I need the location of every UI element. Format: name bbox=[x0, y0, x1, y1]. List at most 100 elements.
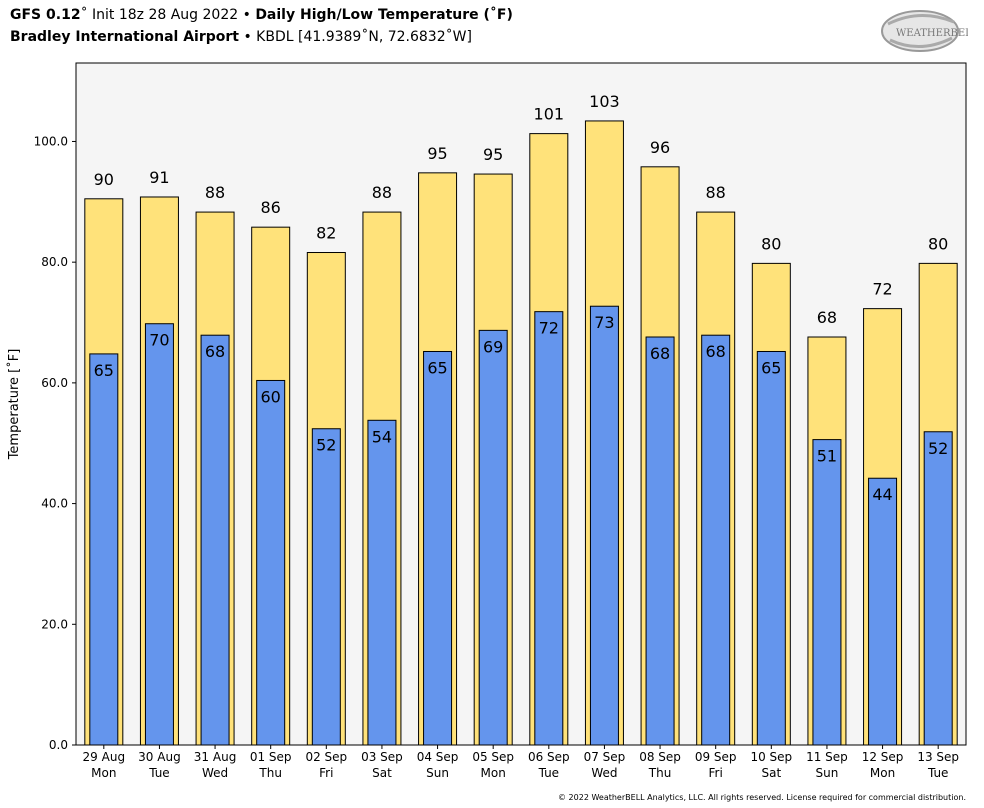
low-value-label: 51 bbox=[817, 447, 837, 466]
bar-low bbox=[423, 350, 453, 746]
low-value-label: 52 bbox=[928, 439, 948, 458]
y-tick-label: 20.0 bbox=[41, 617, 68, 631]
x-tick-day: Tue bbox=[927, 766, 949, 780]
low-value-label: 72 bbox=[539, 319, 559, 338]
low-value-label: 69 bbox=[483, 337, 503, 356]
y-tick-label: 0.0 bbox=[49, 738, 68, 752]
high-value-label: 82 bbox=[316, 224, 336, 243]
x-tick-date: 07 Sep bbox=[584, 750, 626, 764]
high-value-label: 91 bbox=[149, 168, 169, 187]
chart-header: GFS 0.12˚ Init 18z 28 Aug 2022 • Daily H… bbox=[10, 4, 513, 48]
high-value-label: 80 bbox=[928, 234, 948, 253]
high-value-label: 96 bbox=[650, 138, 670, 157]
x-tick-day: Thu bbox=[648, 766, 672, 780]
low-value-label: 70 bbox=[149, 331, 169, 350]
x-tick-date: 02 Sep bbox=[305, 750, 347, 764]
bar-low bbox=[923, 431, 953, 746]
model-degree: ˚ bbox=[80, 7, 88, 23]
x-tick-date: 29 Aug bbox=[83, 750, 126, 764]
low-value-label: 52 bbox=[316, 436, 336, 455]
high-value-label: 101 bbox=[534, 105, 565, 124]
bar-low bbox=[478, 329, 508, 746]
low-value-label: 54 bbox=[372, 427, 392, 446]
x-tick-day: Fri bbox=[319, 766, 333, 780]
bar-low bbox=[589, 305, 619, 746]
separator: • bbox=[239, 29, 257, 45]
x-tick-day: Tue bbox=[148, 766, 170, 780]
bar-low bbox=[367, 419, 397, 746]
bar-low bbox=[144, 323, 174, 746]
high-value-label: 88 bbox=[205, 183, 225, 202]
chart-title: Daily High/Low Temperature (˚F) bbox=[255, 7, 513, 23]
station-name: Bradley International Airport bbox=[10, 29, 239, 45]
bar-low bbox=[756, 350, 786, 746]
x-tick-date: 09 Sep bbox=[695, 750, 737, 764]
x-tick-day: Sat bbox=[761, 766, 781, 780]
station-info: KBDL [41.9389˚N, 72.6832˚W] bbox=[256, 29, 472, 45]
low-value-label: 68 bbox=[205, 342, 225, 361]
bar-low bbox=[200, 334, 230, 746]
copyright-footer: © 2022 WeatherBELL Analytics, LLC. All r… bbox=[558, 793, 966, 802]
x-tick-day: Sat bbox=[372, 766, 392, 780]
high-value-label: 103 bbox=[589, 92, 620, 111]
x-tick-date: 11 Sep bbox=[806, 750, 848, 764]
header-line-2: Bradley International Airport • KBDL [41… bbox=[10, 26, 513, 48]
logo-text: WEATHERBELL bbox=[896, 28, 968, 39]
bar-low bbox=[256, 379, 286, 746]
x-tick-date: 10 Sep bbox=[750, 750, 792, 764]
high-value-label: 95 bbox=[427, 144, 447, 163]
low-value-label: 65 bbox=[761, 358, 781, 377]
x-tick-date: 01 Sep bbox=[250, 750, 292, 764]
x-tick-date: 05 Sep bbox=[472, 750, 514, 764]
high-value-label: 80 bbox=[761, 234, 781, 253]
x-tick-day: Wed bbox=[202, 766, 228, 780]
bar-low bbox=[311, 428, 341, 746]
x-tick-day: Sun bbox=[816, 766, 839, 780]
x-tick-date: 31 Aug bbox=[194, 750, 237, 764]
high-value-label: 88 bbox=[372, 183, 392, 202]
high-value-label: 88 bbox=[706, 183, 726, 202]
x-tick-date: 08 Sep bbox=[639, 750, 681, 764]
low-value-label: 60 bbox=[261, 387, 281, 406]
x-tick-date: 30 Aug bbox=[138, 750, 181, 764]
low-value-label: 73 bbox=[594, 313, 614, 332]
model-name: GFS 0.12 bbox=[10, 7, 81, 23]
high-value-label: 90 bbox=[94, 170, 114, 189]
x-tick-day: Mon bbox=[870, 766, 895, 780]
header-line-1: GFS 0.12˚ Init 18z 28 Aug 2022 • Daily H… bbox=[10, 4, 513, 26]
x-tick-day: Mon bbox=[481, 766, 506, 780]
low-value-label: 44 bbox=[872, 485, 892, 504]
y-tick-label: 40.0 bbox=[41, 497, 68, 511]
bar-low bbox=[534, 311, 564, 746]
y-tick-label: 80.0 bbox=[41, 255, 68, 269]
x-tick-day: Tue bbox=[538, 766, 560, 780]
bar-low bbox=[701, 334, 731, 746]
high-value-label: 95 bbox=[483, 145, 503, 164]
x-tick-day: Sun bbox=[426, 766, 449, 780]
x-tick-day: Thu bbox=[258, 766, 282, 780]
high-value-label: 72 bbox=[872, 280, 892, 299]
plot-frame bbox=[75, 62, 967, 746]
y-axis-label: Temperature [˚F] bbox=[6, 349, 22, 461]
x-tick-day: Wed bbox=[591, 766, 617, 780]
low-value-label: 68 bbox=[650, 344, 670, 363]
bar-low bbox=[645, 336, 675, 746]
y-tick-label: 60.0 bbox=[41, 376, 68, 390]
x-tick-day: Mon bbox=[91, 766, 116, 780]
weatherbell-logo: WEATHERBELL bbox=[881, 10, 968, 52]
bar-low bbox=[812, 439, 842, 746]
x-tick-day: Fri bbox=[709, 766, 723, 780]
separator: • bbox=[238, 7, 256, 23]
init-time: Init 18z 28 Aug 2022 bbox=[87, 7, 239, 23]
x-tick-date: 04 Sep bbox=[417, 750, 459, 764]
high-value-label: 86 bbox=[261, 198, 281, 217]
bar-low bbox=[868, 477, 898, 746]
low-value-label: 65 bbox=[94, 361, 114, 380]
x-tick-date: 06 Sep bbox=[528, 750, 570, 764]
high-value-label: 68 bbox=[817, 308, 837, 327]
x-tick-date: 03 Sep bbox=[361, 750, 403, 764]
x-tick-date: 13 Sep bbox=[917, 750, 959, 764]
y-tick-label: 100.0 bbox=[34, 134, 68, 148]
low-value-label: 65 bbox=[427, 358, 447, 377]
